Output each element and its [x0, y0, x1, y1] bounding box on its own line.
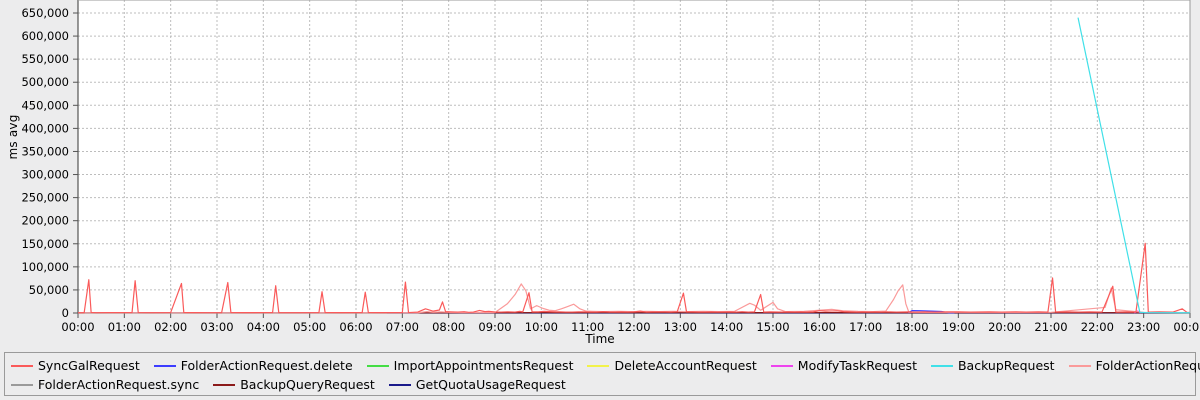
- x-tick-label: 22:00: [1081, 320, 1114, 334]
- x-tick-label: 21:00: [1034, 320, 1067, 334]
- x-tick-label: 18:00: [895, 320, 928, 334]
- x-tick-label: 04:00: [247, 320, 280, 334]
- legend-color-swatch: [587, 364, 610, 367]
- x-axis-label: Time: [585, 332, 615, 346]
- y-tick-label: 500,000: [21, 75, 69, 89]
- x-tick-label: 00:00: [61, 320, 94, 334]
- y-tick-label: 150,000: [21, 237, 69, 251]
- x-tick-label: 09:00: [478, 320, 511, 334]
- x-tick-label: 14:00: [710, 320, 743, 334]
- x-tick-label: 03:00: [200, 320, 233, 334]
- x-tick-label: 23:00: [1127, 320, 1160, 334]
- x-tick-label: 16:00: [803, 320, 836, 334]
- legend-item-getquotausagerequest[interactable]: GetQuotaUsageRequest: [388, 375, 566, 394]
- legend-row: FolderActionRequest.sync BackupQueryReque…: [11, 375, 1189, 394]
- x-tick-label: 07:00: [386, 320, 419, 334]
- legend-label: DeleteAccountRequest: [614, 358, 757, 373]
- chart-legend: SyncGalRequest FolderActionRequest.delete…: [4, 352, 1200, 396]
- legend-item-deleteaccountrequest[interactable]: DeleteAccountRequest: [587, 356, 757, 375]
- legend-item-backupqueryrequest[interactable]: BackupQueryRequest: [213, 375, 375, 394]
- legend-color-swatch: [11, 383, 33, 386]
- x-tick-label: 13:00: [664, 320, 697, 334]
- legend-item-modifytaskrequest[interactable]: ModifyTaskRequest: [770, 356, 917, 375]
- legend-color-swatch: [213, 383, 236, 386]
- legend-label: FolderActionRequest.sync: [38, 377, 200, 392]
- y-tick-label: 100,000: [21, 260, 69, 274]
- y-axis-label: ms avg: [6, 114, 20, 160]
- legend-label: GetQuotaUsageRequest: [415, 377, 566, 392]
- x-tick-label: 10:00: [525, 320, 558, 334]
- series-line-folderactionrequest-empty: [77, 283, 1191, 314]
- y-tick-label: 450,000: [21, 98, 69, 112]
- legend-color-swatch: [1068, 364, 1091, 367]
- legend-item-importappointmentsrequest[interactable]: ImportAppointmentsRequest: [366, 356, 574, 375]
- legend-color-swatch: [11, 364, 33, 367]
- legend-color-swatch: [930, 364, 953, 367]
- x-tick-label: 05:00: [293, 320, 326, 334]
- x-tick-label: 20:00: [988, 320, 1021, 334]
- y-tick-label: 350,000: [21, 144, 69, 158]
- y-tick-label: 650,000: [21, 6, 69, 20]
- legend-label: ModifyTaskRequest: [797, 358, 917, 373]
- y-tick-label: 50,000: [29, 283, 69, 297]
- legend-label: FolderActionRequest.delete: [180, 358, 353, 373]
- legend-item-backuprequest[interactable]: BackupRequest: [930, 356, 1055, 375]
- legend-label: FolderActionRequest.empty: [1095, 358, 1200, 373]
- y-tick-label: 300,000: [21, 168, 69, 182]
- y-tick-label: 600,000: [21, 29, 69, 43]
- legend-color-swatch: [153, 364, 176, 367]
- x-tick-label: 01:00: [108, 320, 141, 334]
- series-line-syncgalrequest: [77, 242, 1191, 314]
- legend-label: BackupRequest: [957, 358, 1055, 373]
- legend-label: BackupQueryRequest: [240, 377, 375, 392]
- x-tick-label: 08:00: [432, 320, 465, 334]
- legend-item-syncgalrequest[interactable]: SyncGalRequest: [11, 356, 140, 375]
- y-tick-label: 0: [62, 306, 69, 320]
- series-line-backuprequest: [1077, 17, 1191, 314]
- x-tick-label: 19:00: [942, 320, 975, 334]
- x-tick-label: 06:00: [339, 320, 372, 334]
- legend-color-swatch: [388, 383, 411, 386]
- x-tick-label: 00:00: [1173, 320, 1200, 334]
- chart-plot-area: 0 50,000 100,000 150,000 200,000 250,000 300,0…: [21, 0, 1200, 334]
- x-tick-label: 12:00: [617, 320, 650, 334]
- legend-label: SyncGalRequest: [38, 358, 140, 373]
- legend-label: ImportAppointmentsRequest: [393, 358, 574, 373]
- legend-item-folderactionrequest-delete[interactable]: FolderActionRequest.delete: [153, 356, 353, 375]
- x-tick-label: 17:00: [849, 320, 882, 334]
- y-tick-label: 550,000: [21, 52, 69, 66]
- legend-color-swatch: [366, 364, 389, 367]
- x-tick-label: 11:00: [571, 320, 604, 334]
- legend-item-folderactionrequest-empty[interactable]: FolderActionRequest.empty: [1068, 356, 1200, 375]
- legend-color-swatch: [770, 364, 793, 367]
- legend-row: SyncGalRequest FolderActionRequest.delete…: [11, 356, 1200, 375]
- legend-item-folderactionrequest-sync[interactable]: FolderActionRequest.sync: [11, 375, 199, 394]
- x-tick-label: 02:00: [154, 320, 187, 334]
- x-tick-label: 15:00: [756, 320, 789, 334]
- y-tick-label: 250,000: [21, 191, 69, 205]
- y-tick-label: 200,000: [21, 214, 69, 228]
- y-tick-label: 400,000: [21, 121, 69, 135]
